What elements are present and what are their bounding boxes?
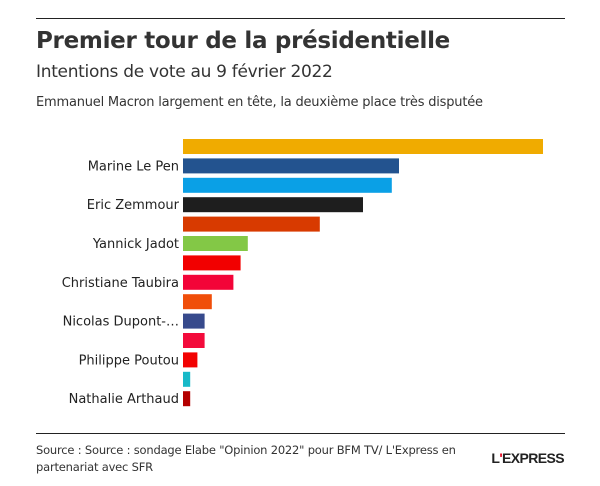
bar-label-11: Philippe Poutou [79,353,179,368]
bar-0 [183,139,543,154]
source-note: Source : Source : sondage Elabe "Opinion… [36,443,456,474]
logo-prefix: L [491,450,500,466]
bar-6 [183,255,241,271]
chart-subtitle: Intentions de vote au 9 février 2022 [36,62,333,82]
bar-label-13: Nathalie Arthaud [69,392,179,407]
bar-label-5: Yannick Jadot [92,237,179,252]
bar-13 [183,391,191,407]
bar-12 [183,371,191,387]
chart-title: Premier tour de la présidentielle [36,28,450,54]
bar-2 [183,177,392,193]
bar-4 [183,216,320,232]
bar-8 [183,294,212,310]
top-divider [36,18,565,19]
bottom-divider [36,433,565,434]
bar-chart: Marine Le Pen Eric Zemmour Yannick Jadot Ch… [62,139,543,407]
lexpress-logo[interactable]: L'EXPRESS [491,450,564,466]
bar-9 [183,313,205,329]
logo-apostrophe: ' [499,450,503,466]
bar-label-7: Christiane Taubira [62,276,179,291]
bar-10 [183,333,205,348]
bar-11 [183,352,198,368]
bar-label-3: Eric Zemmour [87,198,180,213]
bar-label-1: Marine Le Pen [88,159,179,174]
bars-group [183,139,543,407]
labels-group: Marine Le Pen Eric Zemmour Yannick Jadot Ch… [62,159,180,407]
chart-description: Emmanuel Macron largement en tête, la de… [36,95,483,110]
bar-1 [183,158,399,174]
bar-3 [183,197,363,213]
bar-label-9: Nicolas Dupont-… [63,315,179,330]
logo-suffix: EXPRESS [502,450,565,466]
bar-5 [183,236,248,251]
bar-7 [183,274,234,290]
